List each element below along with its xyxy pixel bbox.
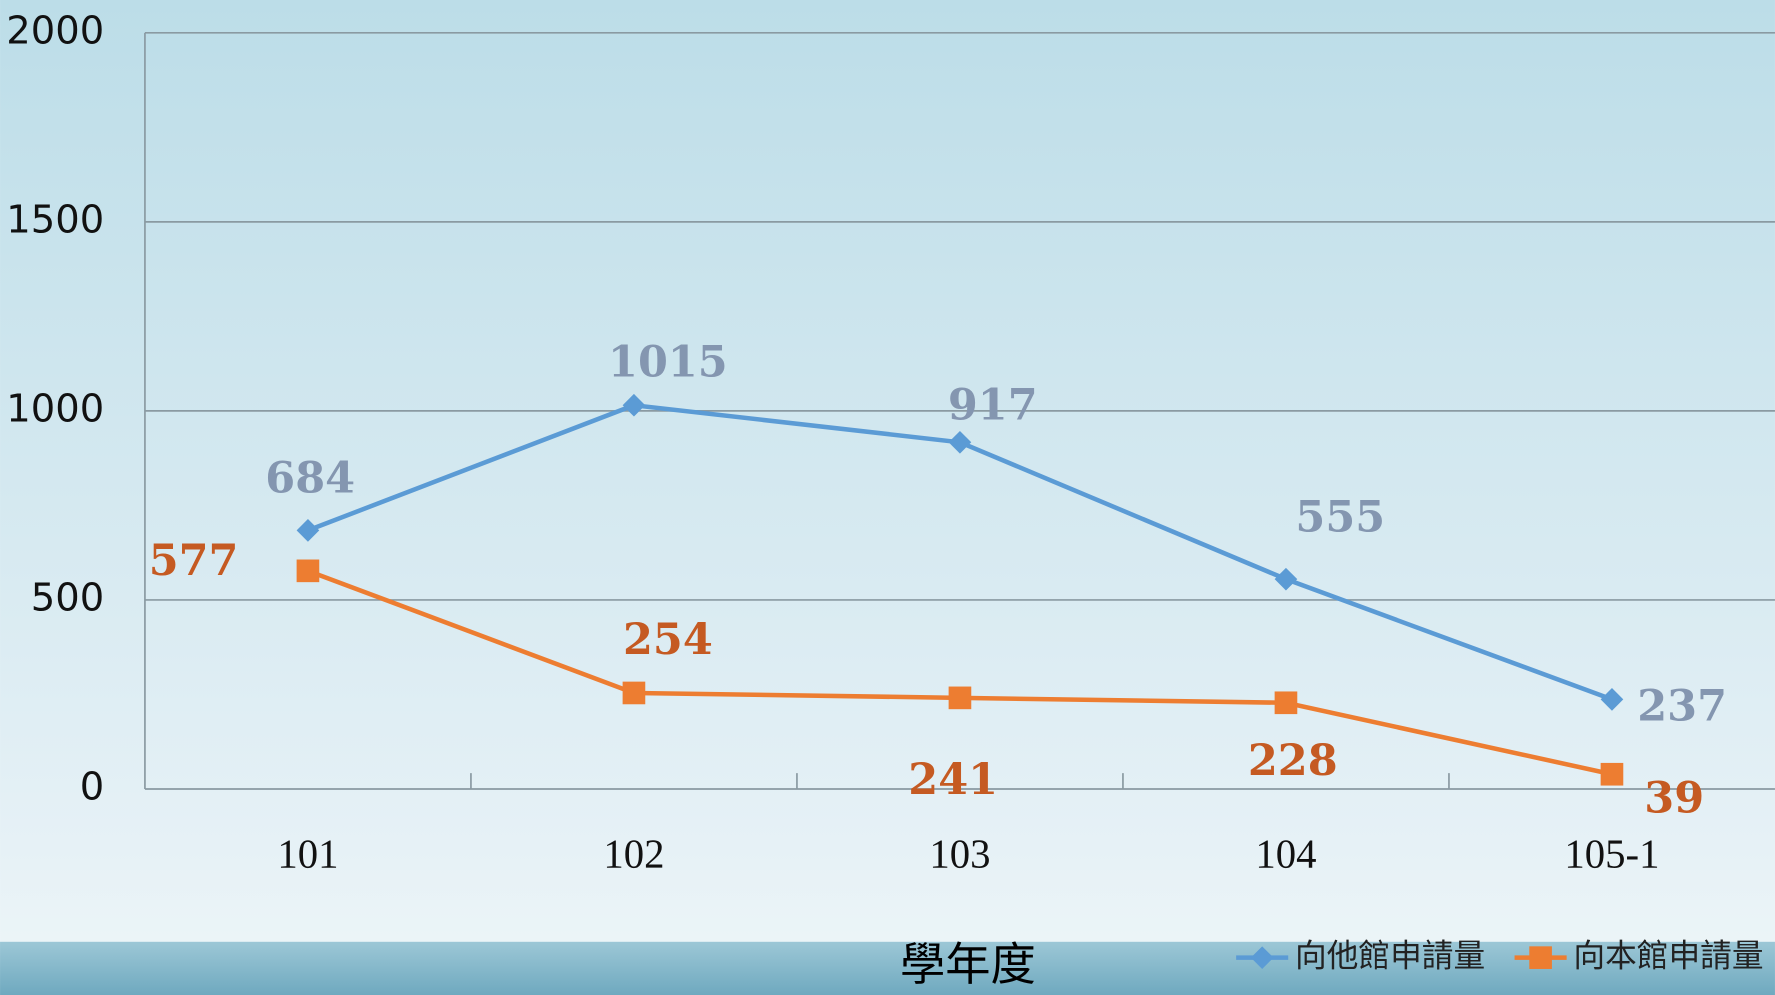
marker bbox=[1274, 567, 1298, 591]
data-label: 237 bbox=[1637, 682, 1727, 732]
marker bbox=[1529, 946, 1552, 969]
x-tick-label: 104 bbox=[1255, 831, 1316, 876]
x-axis-label: 學年度 bbox=[900, 938, 1036, 991]
data-label: 241 bbox=[908, 755, 998, 805]
y-tick-label: 500 bbox=[31, 575, 104, 620]
marker bbox=[622, 393, 646, 417]
y-tick-label: 1500 bbox=[6, 197, 104, 242]
x-tick-label: 105-1 bbox=[1564, 831, 1659, 876]
legend-label: 向他館申請量 bbox=[1295, 939, 1485, 975]
y-tick-label: 1000 bbox=[6, 386, 104, 431]
data-label: 1015 bbox=[608, 338, 728, 388]
data-label: 917 bbox=[948, 380, 1038, 430]
data-label: 254 bbox=[623, 615, 713, 665]
marker bbox=[622, 681, 646, 705]
data-label: 228 bbox=[1248, 736, 1338, 786]
y-tick-label: 0 bbox=[80, 764, 104, 809]
marker bbox=[1274, 691, 1298, 715]
data-label: 39 bbox=[1644, 773, 1704, 823]
data-label: 684 bbox=[265, 454, 355, 504]
x-tick-label: 101 bbox=[277, 831, 338, 876]
x-tick-label: 103 bbox=[929, 831, 990, 876]
marker bbox=[1250, 946, 1274, 969]
marker bbox=[1600, 762, 1624, 786]
y-tick-label: 2000 bbox=[6, 8, 104, 53]
data-label: 555 bbox=[1295, 492, 1385, 542]
marker bbox=[948, 430, 972, 454]
marker bbox=[296, 559, 320, 583]
marker bbox=[1600, 688, 1624, 711]
sea-band bbox=[0, 941, 1775, 995]
data-label: 577 bbox=[149, 536, 239, 586]
x-tick-label: 102 bbox=[603, 831, 664, 876]
marker bbox=[296, 519, 320, 542]
marker bbox=[948, 686, 972, 710]
legend-label: 向本館申請量 bbox=[1573, 939, 1763, 975]
